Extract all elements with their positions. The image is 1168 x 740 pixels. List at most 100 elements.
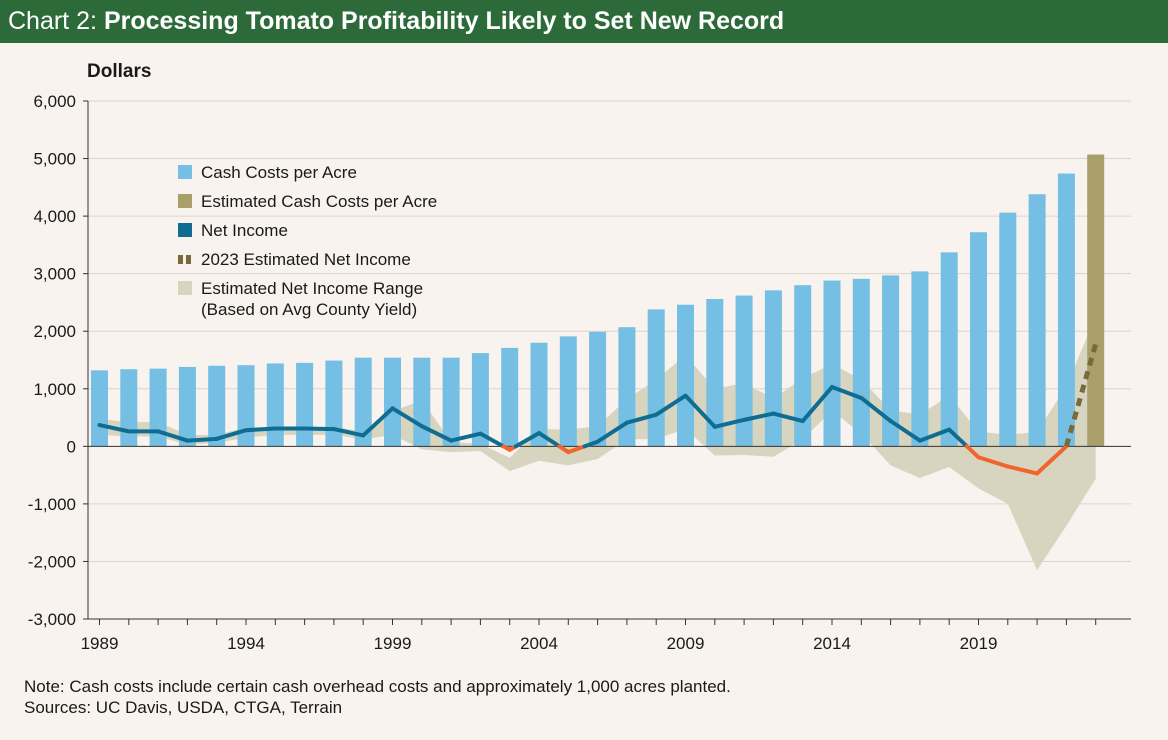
bar-cash-cost-2002: [471, 353, 489, 447]
chart-title-bar: Chart 2: Processing Tomato Profitability…: [0, 0, 1168, 43]
bar-cash-cost-2011: [735, 295, 753, 447]
bar-cash-cost-1990: [120, 369, 138, 447]
chart-number: Chart 2:: [8, 7, 97, 35]
legend-item-cash-costs: Cash Costs per Acre: [178, 158, 437, 187]
x-tick-label: 1989: [81, 634, 119, 653]
net-income-segment: [214, 428, 248, 441]
net-income-segment: [742, 411, 776, 422]
x-tick-label: 2019: [960, 634, 998, 653]
net-income-segment: [712, 417, 747, 429]
legend-swatch-net-income: [178, 223, 192, 237]
net-income-segment: [683, 393, 717, 429]
bar-cash-cost-2020: [999, 212, 1017, 447]
net-income-segment: [478, 431, 506, 449]
footer-note: Note: Cash costs include certain cash ov…: [24, 677, 731, 696]
bar-cash-cost-2010: [706, 298, 724, 447]
bar-cash-cost-2016: [882, 275, 900, 447]
y-tick-label: 3,000: [33, 265, 76, 284]
bar-cash-cost-1992: [178, 366, 196, 447]
x-tick-label: 2004: [520, 634, 558, 653]
legend-swatch-estimated-cash-costs: [178, 194, 192, 208]
net-income-segment: [156, 429, 190, 443]
bar-cash-cost-2021: [1028, 194, 1046, 447]
legend-item-estimated-cash-costs: Estimated Cash Costs per Acre: [178, 187, 437, 216]
legend-swatch-net-income-range: [178, 281, 192, 295]
y-tick-label: 4,000: [33, 207, 76, 226]
bar-cash-cost-2006: [589, 331, 607, 447]
y-tick-label: 0: [67, 437, 76, 456]
chart-footer: Note: Cash costs include certain cash ov…: [24, 676, 731, 718]
net-income-segment: [624, 412, 659, 425]
y-tick-label: 1,000: [33, 380, 76, 399]
bar-cash-cost-1997: [325, 360, 343, 447]
net-income-segment: [595, 420, 629, 444]
net-income-segment: [390, 406, 424, 429]
bar-cash-cost-1993: [208, 365, 226, 447]
net-income-segment: [302, 426, 336, 432]
net-income-segment: [582, 439, 600, 449]
net-income-segment: [771, 411, 805, 424]
bar-cash-cost-2012: [764, 290, 782, 447]
bar-cash-cost-2007: [618, 327, 636, 447]
net-income-segment: [419, 424, 454, 443]
y-tick-label: -3,000: [28, 610, 76, 629]
legend-item-net-income: Net Income: [178, 216, 437, 245]
net-income-segment: [976, 455, 1010, 469]
bar-cash-cost-2019: [970, 232, 987, 447]
legend-item-net-income-range: Estimated Net Income Range (Based on Avg…: [178, 274, 437, 320]
bar-cash-cost-1998: [354, 357, 372, 447]
net-income-segment: [830, 385, 864, 400]
legend-label: 2023 Estimated Net Income: [201, 250, 411, 269]
chart-plot: 6,000 5,000 4,000 3,000 2,000 1,000 0 -1,000 -2,…: [28, 92, 1131, 653]
cash-cost-bars: [91, 154, 1105, 447]
bar-estimated-cash-cost-2023: [1087, 154, 1105, 447]
bar-cash-cost-2017: [911, 271, 929, 447]
legend-label: Estimated Cash Costs per Acre: [201, 192, 438, 211]
y-tick-label: 6,000: [33, 92, 76, 111]
legend-label: Net Income: [201, 221, 288, 240]
bar-cash-cost-1989: [91, 370, 108, 447]
legend-label: Cash Costs per Acre: [201, 163, 357, 182]
net-income-segment: [654, 393, 688, 417]
bar-cash-cost-2014: [823, 280, 841, 447]
legend-swatch-estimated-net-income: [178, 252, 192, 266]
footer-sources: Sources: UC Davis, USDA, CTGA, Terrain: [24, 698, 343, 717]
legend-item-estimated-net-income: 2023 Estimated Net Income: [178, 245, 437, 274]
bar-cash-cost-2015: [852, 278, 870, 447]
bar-cash-cost-2001: [442, 357, 460, 447]
net-income-segment: [361, 406, 395, 438]
y-tick-label: 2,000: [33, 322, 76, 341]
net-income-segment: [449, 431, 483, 443]
net-income-segment: [1035, 444, 1069, 476]
y-tick-label: 5,000: [33, 150, 76, 169]
x-tick-label: 2014: [813, 634, 851, 653]
legend-label-line-2: (Based on Avg County Yield): [201, 300, 418, 319]
net-income-lines: [97, 343, 1099, 476]
legend: Cash Costs per Acre Estimated Cash Costs…: [178, 158, 437, 320]
net-income-segment: [185, 436, 219, 443]
net-income-segment: [244, 426, 278, 433]
bar-cash-cost-2005: [559, 336, 577, 447]
net-income-segment: [97, 423, 131, 434]
axes: [83, 100, 1131, 625]
net-income-segment: [537, 431, 562, 449]
net-income-segment: [800, 385, 834, 424]
estimated-net-income-line: [1063, 343, 1099, 448]
net-income-segment: [331, 427, 366, 438]
x-tick-label: 2009: [667, 634, 705, 653]
legend-label: Estimated Net Income Range (Based on Avg…: [201, 274, 423, 320]
net-income-segment: [859, 395, 893, 424]
net-income-segment: [947, 427, 969, 449]
bar-cash-cost-2003: [501, 347, 519, 447]
bar-cash-cost-1994: [237, 365, 255, 447]
bar-cash-cost-1999: [384, 357, 401, 447]
bar-cash-cost-2000: [413, 357, 431, 447]
y-tick-label: -1,000: [28, 495, 76, 514]
y-tick-label: -2,000: [28, 552, 76, 571]
y-tick-labels: 6,000 5,000 4,000 3,000 2,000 1,000 0 -1,000 -2,…: [28, 92, 76, 629]
net-income-segment: [513, 431, 541, 449]
x-tick-label: 1994: [227, 634, 265, 653]
bar-cash-cost-1991: [149, 368, 167, 447]
bar-cash-cost-1996: [296, 362, 314, 447]
net-income-segment: [566, 444, 587, 455]
